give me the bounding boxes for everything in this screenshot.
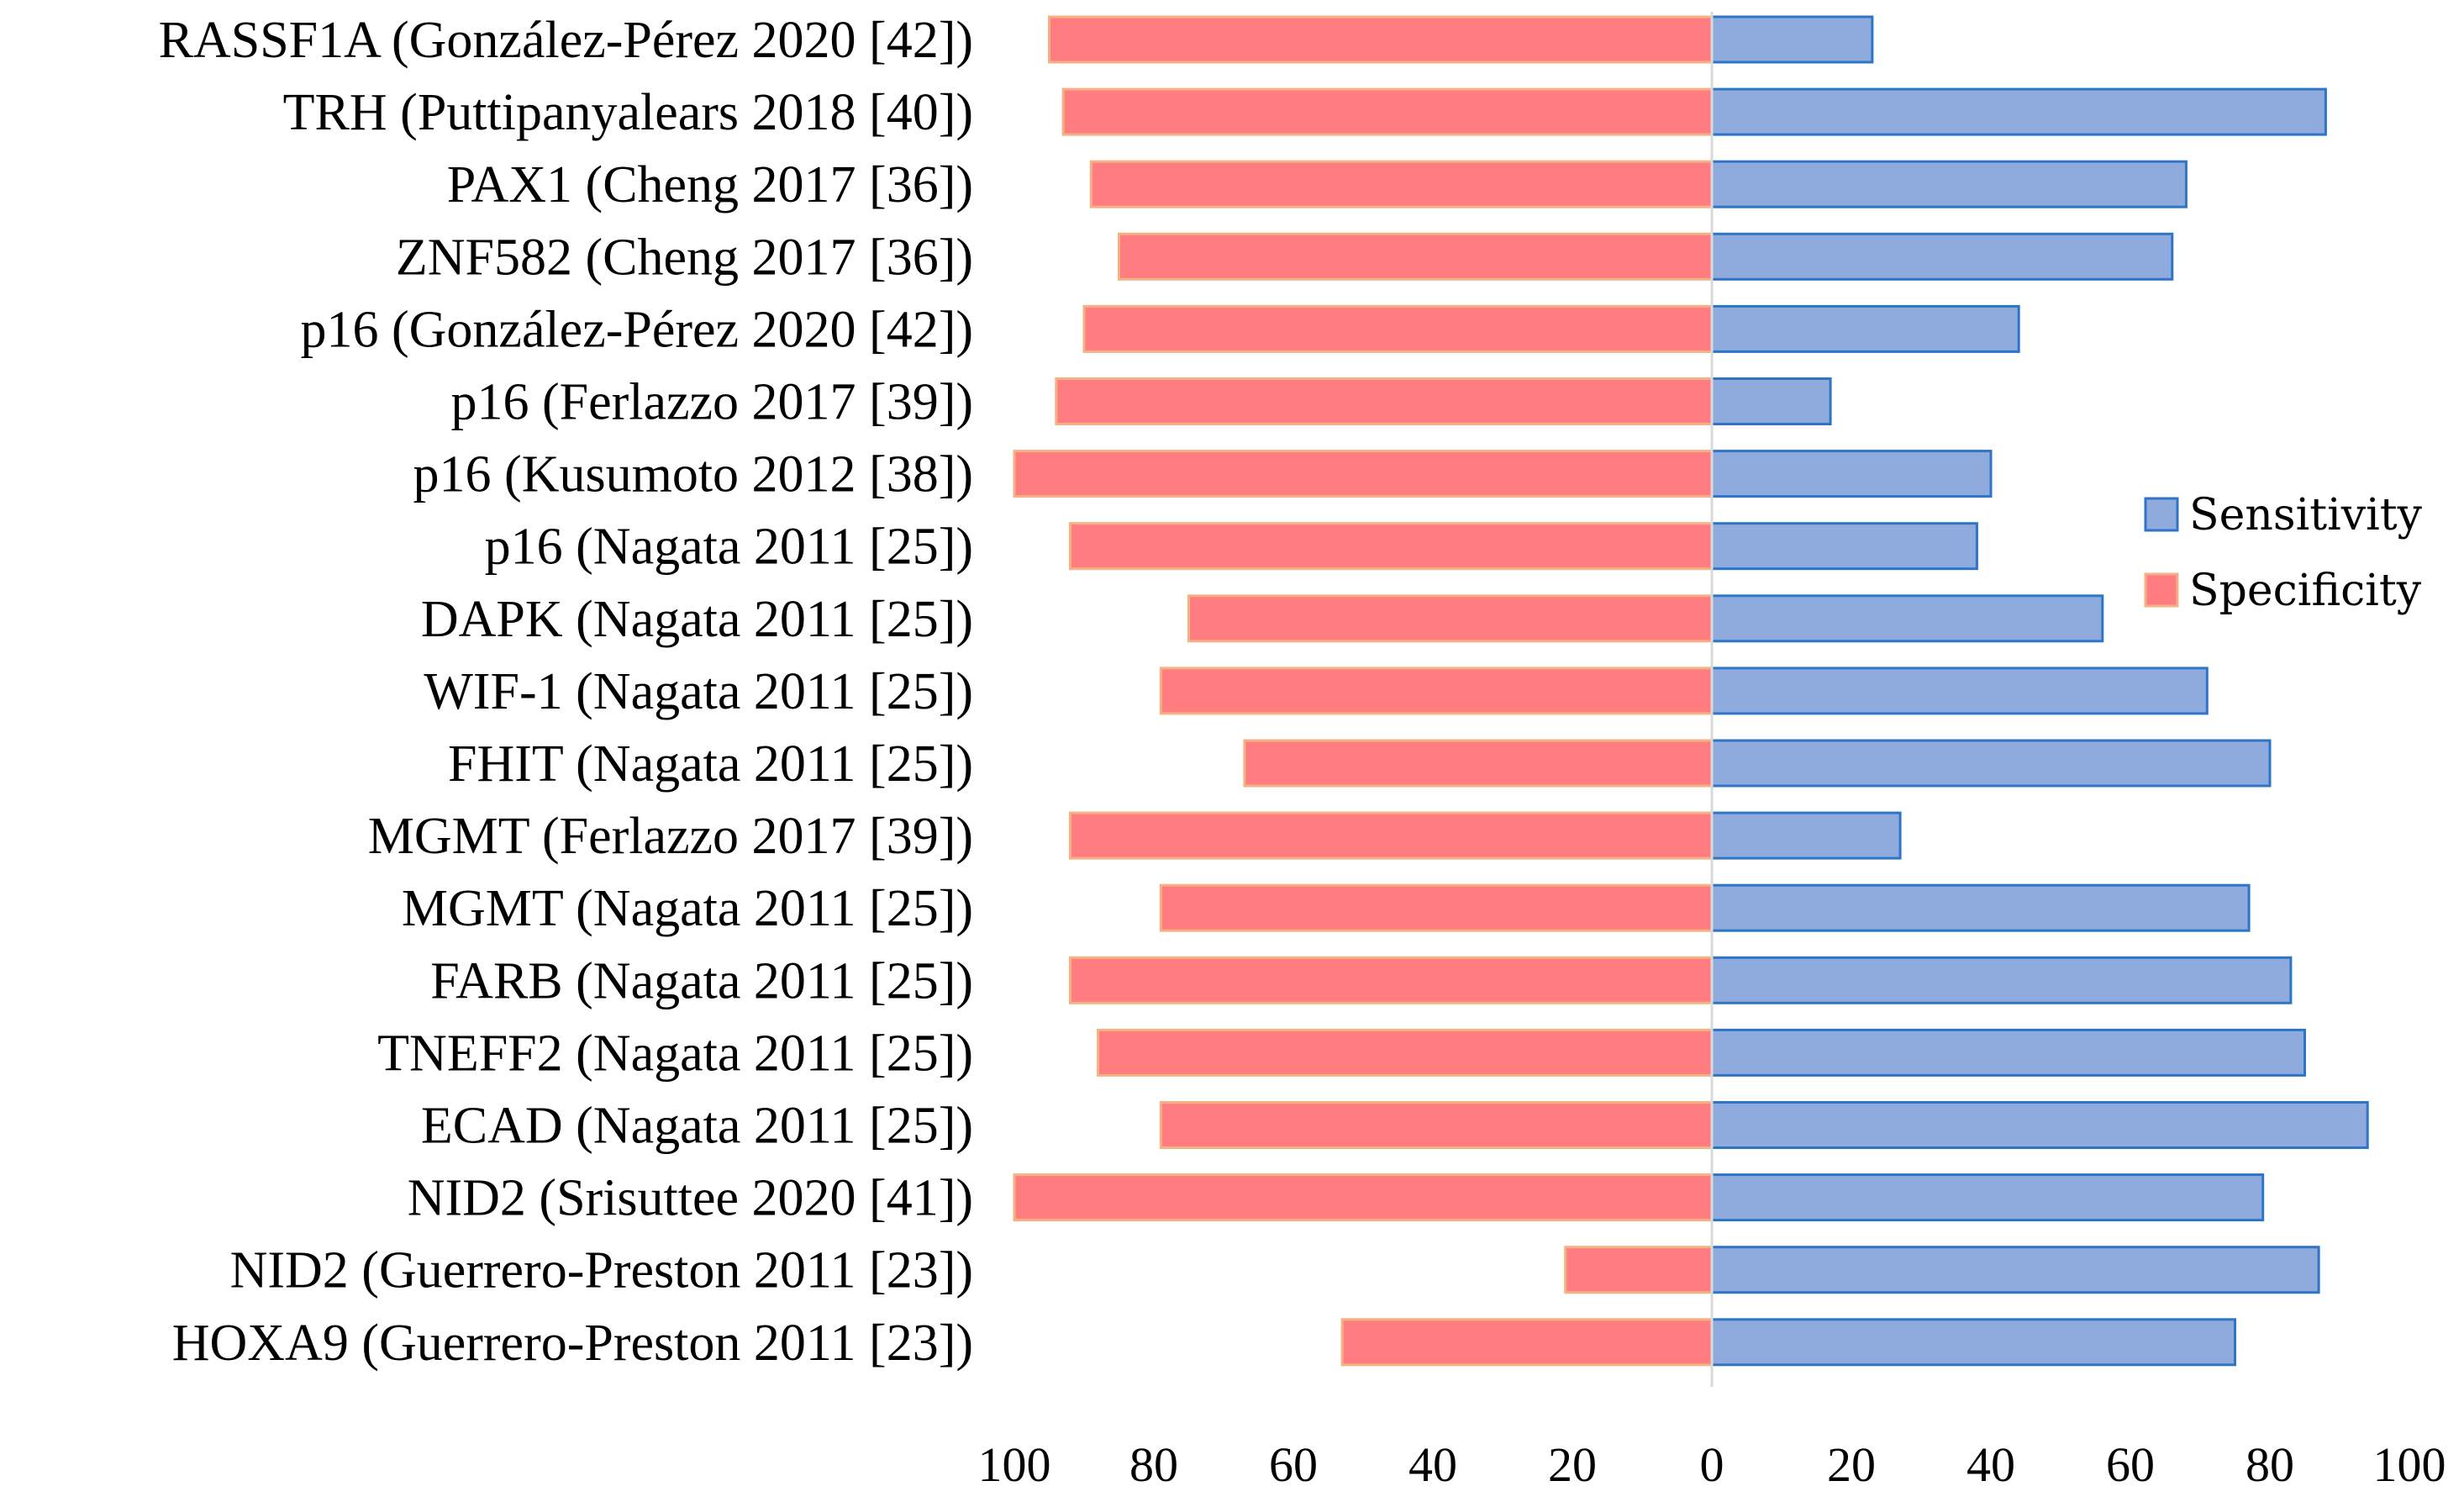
x-tick-label: 100 xyxy=(2373,1437,2446,1492)
sensitivity-bar xyxy=(1710,1101,2369,1149)
x-tick-label: 80 xyxy=(1129,1437,1178,1492)
specificity-bar xyxy=(1055,377,1714,425)
sensitivity-bar xyxy=(1710,15,1874,64)
legend-label-specificity: Specificity xyxy=(2189,566,2422,616)
category-label: p16 (Nagata 2011 [25]) xyxy=(485,519,973,576)
x-tick-label: 20 xyxy=(1827,1437,1876,1492)
sensitivity-bar xyxy=(1710,883,2251,932)
sensitivity-bar xyxy=(1710,594,2104,643)
x-tick-label: 40 xyxy=(1966,1437,2015,1492)
specificity-bar xyxy=(1068,522,1714,571)
specificity-bar xyxy=(1097,1028,1714,1077)
x-axis-ticks: 100 80 60 40 20 0 20 40 60 80 100 xyxy=(978,1437,2446,1492)
category-label: FARB (Nagata 2011 [25]) xyxy=(430,952,973,1009)
category-label: TNEFF2 (Nagata 2011 [25]) xyxy=(377,1025,973,1082)
category-label: MGMT (Ferlazzo 2017 [39]) xyxy=(368,808,973,865)
specificity-bar xyxy=(1564,1246,1714,1294)
sensitivity-bar xyxy=(1710,956,2293,1004)
category-label: WIF-1 (Nagata 2011 [25]) xyxy=(424,663,973,720)
specificity-bar xyxy=(1068,811,1714,860)
sensitivity-bar xyxy=(1710,811,1902,860)
category-label: ZNF582 (Cheng 2017 [36]) xyxy=(396,229,973,286)
specificity-bar xyxy=(1061,87,1714,136)
category-label: TRH (Puttipanyalears 2018 [40]) xyxy=(283,84,973,141)
sensitivity-bar xyxy=(1710,304,2020,353)
category-label: RASSF1A (González-Pérez 2020 [42]) xyxy=(159,12,973,69)
specificity-bar xyxy=(1159,1101,1714,1149)
x-tick-label: 80 xyxy=(2246,1437,2294,1492)
sensitivity-bar xyxy=(1710,1318,2236,1367)
category-label: HOXA9 (Guerrero-Preston 2011 [23]) xyxy=(172,1315,973,1372)
x-tick-label: 60 xyxy=(1269,1437,1318,1492)
x-tick-label: 100 xyxy=(978,1437,1051,1492)
bars-layer xyxy=(1013,15,2369,1367)
x-tick-label: 40 xyxy=(1408,1437,1457,1492)
specificity-bar xyxy=(1243,739,1714,788)
sensitivity-bar xyxy=(1710,1028,2306,1077)
specificity-bar xyxy=(1340,1318,1714,1367)
sensitivity-bar xyxy=(1710,1173,2265,1222)
category-label: FHIT (Nagata 2011 [25]) xyxy=(448,735,973,793)
specificity-bar xyxy=(1159,667,1714,715)
legend-swatch-specificity xyxy=(2144,572,2179,608)
sensitivity-bar xyxy=(1710,522,1978,571)
sensitivity-bar xyxy=(1710,232,2174,281)
sensitivity-bar xyxy=(1710,160,2188,208)
legend-label-sensitivity: Sensitivity xyxy=(2189,490,2423,540)
specificity-bar xyxy=(1159,883,1714,932)
legend: Sensitivity Specificity xyxy=(2144,490,2423,616)
category-label: PAX1 (Cheng 2017 [36]) xyxy=(447,156,973,213)
sensitivity-bar xyxy=(1710,450,1993,498)
category-label: p16 (Ferlazzo 2017 [39]) xyxy=(450,374,973,431)
sensitivity-bar xyxy=(1710,667,2209,715)
x-tick-label: 0 xyxy=(1700,1437,1724,1492)
specificity-bar xyxy=(1048,15,1714,64)
x-tick-label: 60 xyxy=(2106,1437,2155,1492)
specificity-bar xyxy=(1013,450,1714,498)
category-label: p16 (González-Pérez 2020 [42]) xyxy=(301,301,974,358)
category-label: ECAD (Nagata 2011 [25]) xyxy=(421,1098,973,1155)
specificity-bar xyxy=(1082,304,1714,353)
sensitivity-bar xyxy=(1710,739,2272,788)
x-tick-label: 20 xyxy=(1548,1437,1597,1492)
specificity-bar xyxy=(1068,956,1714,1004)
legend-swatch-sensitivity xyxy=(2144,497,2179,532)
specificity-bar xyxy=(1118,232,1714,281)
category-label: MGMT (Nagata 2011 [25]) xyxy=(402,880,973,937)
specificity-bar xyxy=(1013,1173,1714,1222)
category-label: DAPK (Nagata 2011 [25]) xyxy=(421,591,973,648)
specificity-bar xyxy=(1089,160,1714,208)
category-label: NID2 (Srisuttee 2020 [41]) xyxy=(408,1170,973,1227)
specificity-bar xyxy=(1187,594,1714,643)
sensitivity-bar xyxy=(1710,377,1832,425)
category-label: p16 (Kusumoto 2012 [38]) xyxy=(413,446,973,503)
category-label: NID2 (Guerrero-Preston 2011 [23]) xyxy=(230,1242,973,1299)
category-labels: RASSF1A (González-Pérez 2020 [42]) TRH (P… xyxy=(159,12,973,1372)
sensitivity-bar xyxy=(1710,1246,2320,1294)
sensitivity-bar xyxy=(1710,87,2327,136)
